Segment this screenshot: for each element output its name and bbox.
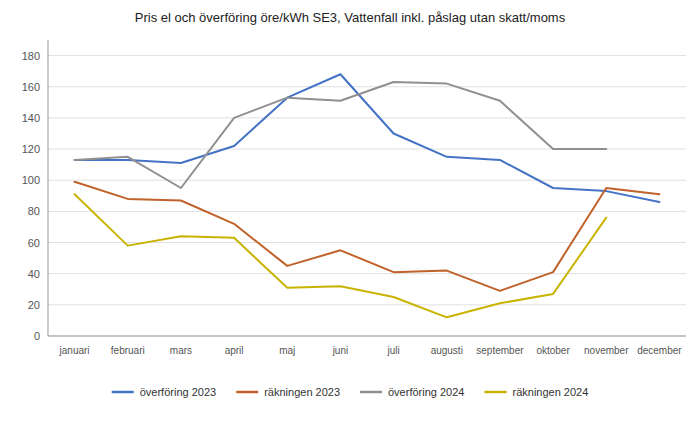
legend-label: överföring 2024 <box>388 386 464 398</box>
y-tick-label: 100 <box>22 174 40 186</box>
legend-item: överföring 2024 <box>360 386 464 398</box>
grid-line <box>48 180 686 181</box>
x-tick-label: april <box>225 345 244 356</box>
x-tick-label: januari <box>59 345 90 356</box>
x-tick-label: september <box>476 345 524 356</box>
y-tick-label: 140 <box>22 112 40 124</box>
y-tick-label: 80 <box>28 205 40 217</box>
x-tick-label: juni <box>332 345 349 356</box>
legend-swatch <box>112 391 134 394</box>
x-tick-label: juli <box>386 345 399 356</box>
x-tick-label: augusti <box>431 345 463 356</box>
y-axis-line <box>48 40 49 336</box>
chart: Pris el och överföring öre/kWh SE3, Vatt… <box>0 0 700 422</box>
x-tick-label: maj <box>279 345 295 356</box>
grid-line <box>48 273 686 274</box>
x-tick-label: november <box>584 345 629 356</box>
y-tick-label: 60 <box>28 237 40 249</box>
legend-label: överföring 2023 <box>140 386 216 398</box>
legend-label: räkningen 2023 <box>264 386 340 398</box>
grid <box>48 56 686 336</box>
line <box>75 182 660 291</box>
x-tick-label: februari <box>111 345 145 356</box>
y-tick-label: 40 <box>28 268 40 280</box>
grid-line <box>48 336 686 337</box>
y-tick-label: 0 <box>34 330 40 342</box>
x-axis-line <box>48 336 686 337</box>
grid-line <box>48 55 686 56</box>
legend: överföring 2023 räkningen 2023 överföring … <box>112 386 589 398</box>
line <box>75 194 607 317</box>
grid-line <box>48 86 686 87</box>
legend-item: överföring 2023 <box>112 386 216 398</box>
x-tick-label: december <box>637 345 682 356</box>
legend-item: räkningen 2023 <box>236 386 340 398</box>
x-tick-label: mars <box>170 345 192 356</box>
chart-container: Pris el och överföring öre/kWh SE3, Vatt… <box>0 0 700 422</box>
y-tick-label: 20 <box>28 299 40 311</box>
legend-item: räkningen 2024 <box>485 386 589 398</box>
grid-line <box>48 117 686 118</box>
line <box>75 82 607 188</box>
legend-swatch <box>485 391 507 394</box>
line <box>75 74 660 202</box>
title: Pris el och överföring öre/kWh SE3, Vatt… <box>135 10 566 25</box>
legend-swatch <box>236 391 258 394</box>
y-tick-label: 120 <box>22 143 40 155</box>
series-group <box>75 74 660 317</box>
legend-swatch <box>360 391 382 394</box>
legend-label: räkningen 2024 <box>513 386 589 398</box>
grid-line <box>48 304 686 305</box>
y-tick-label: 180 <box>22 50 40 62</box>
y-tick-label: 160 <box>22 81 40 93</box>
x-tick-label: oktober <box>536 345 570 356</box>
